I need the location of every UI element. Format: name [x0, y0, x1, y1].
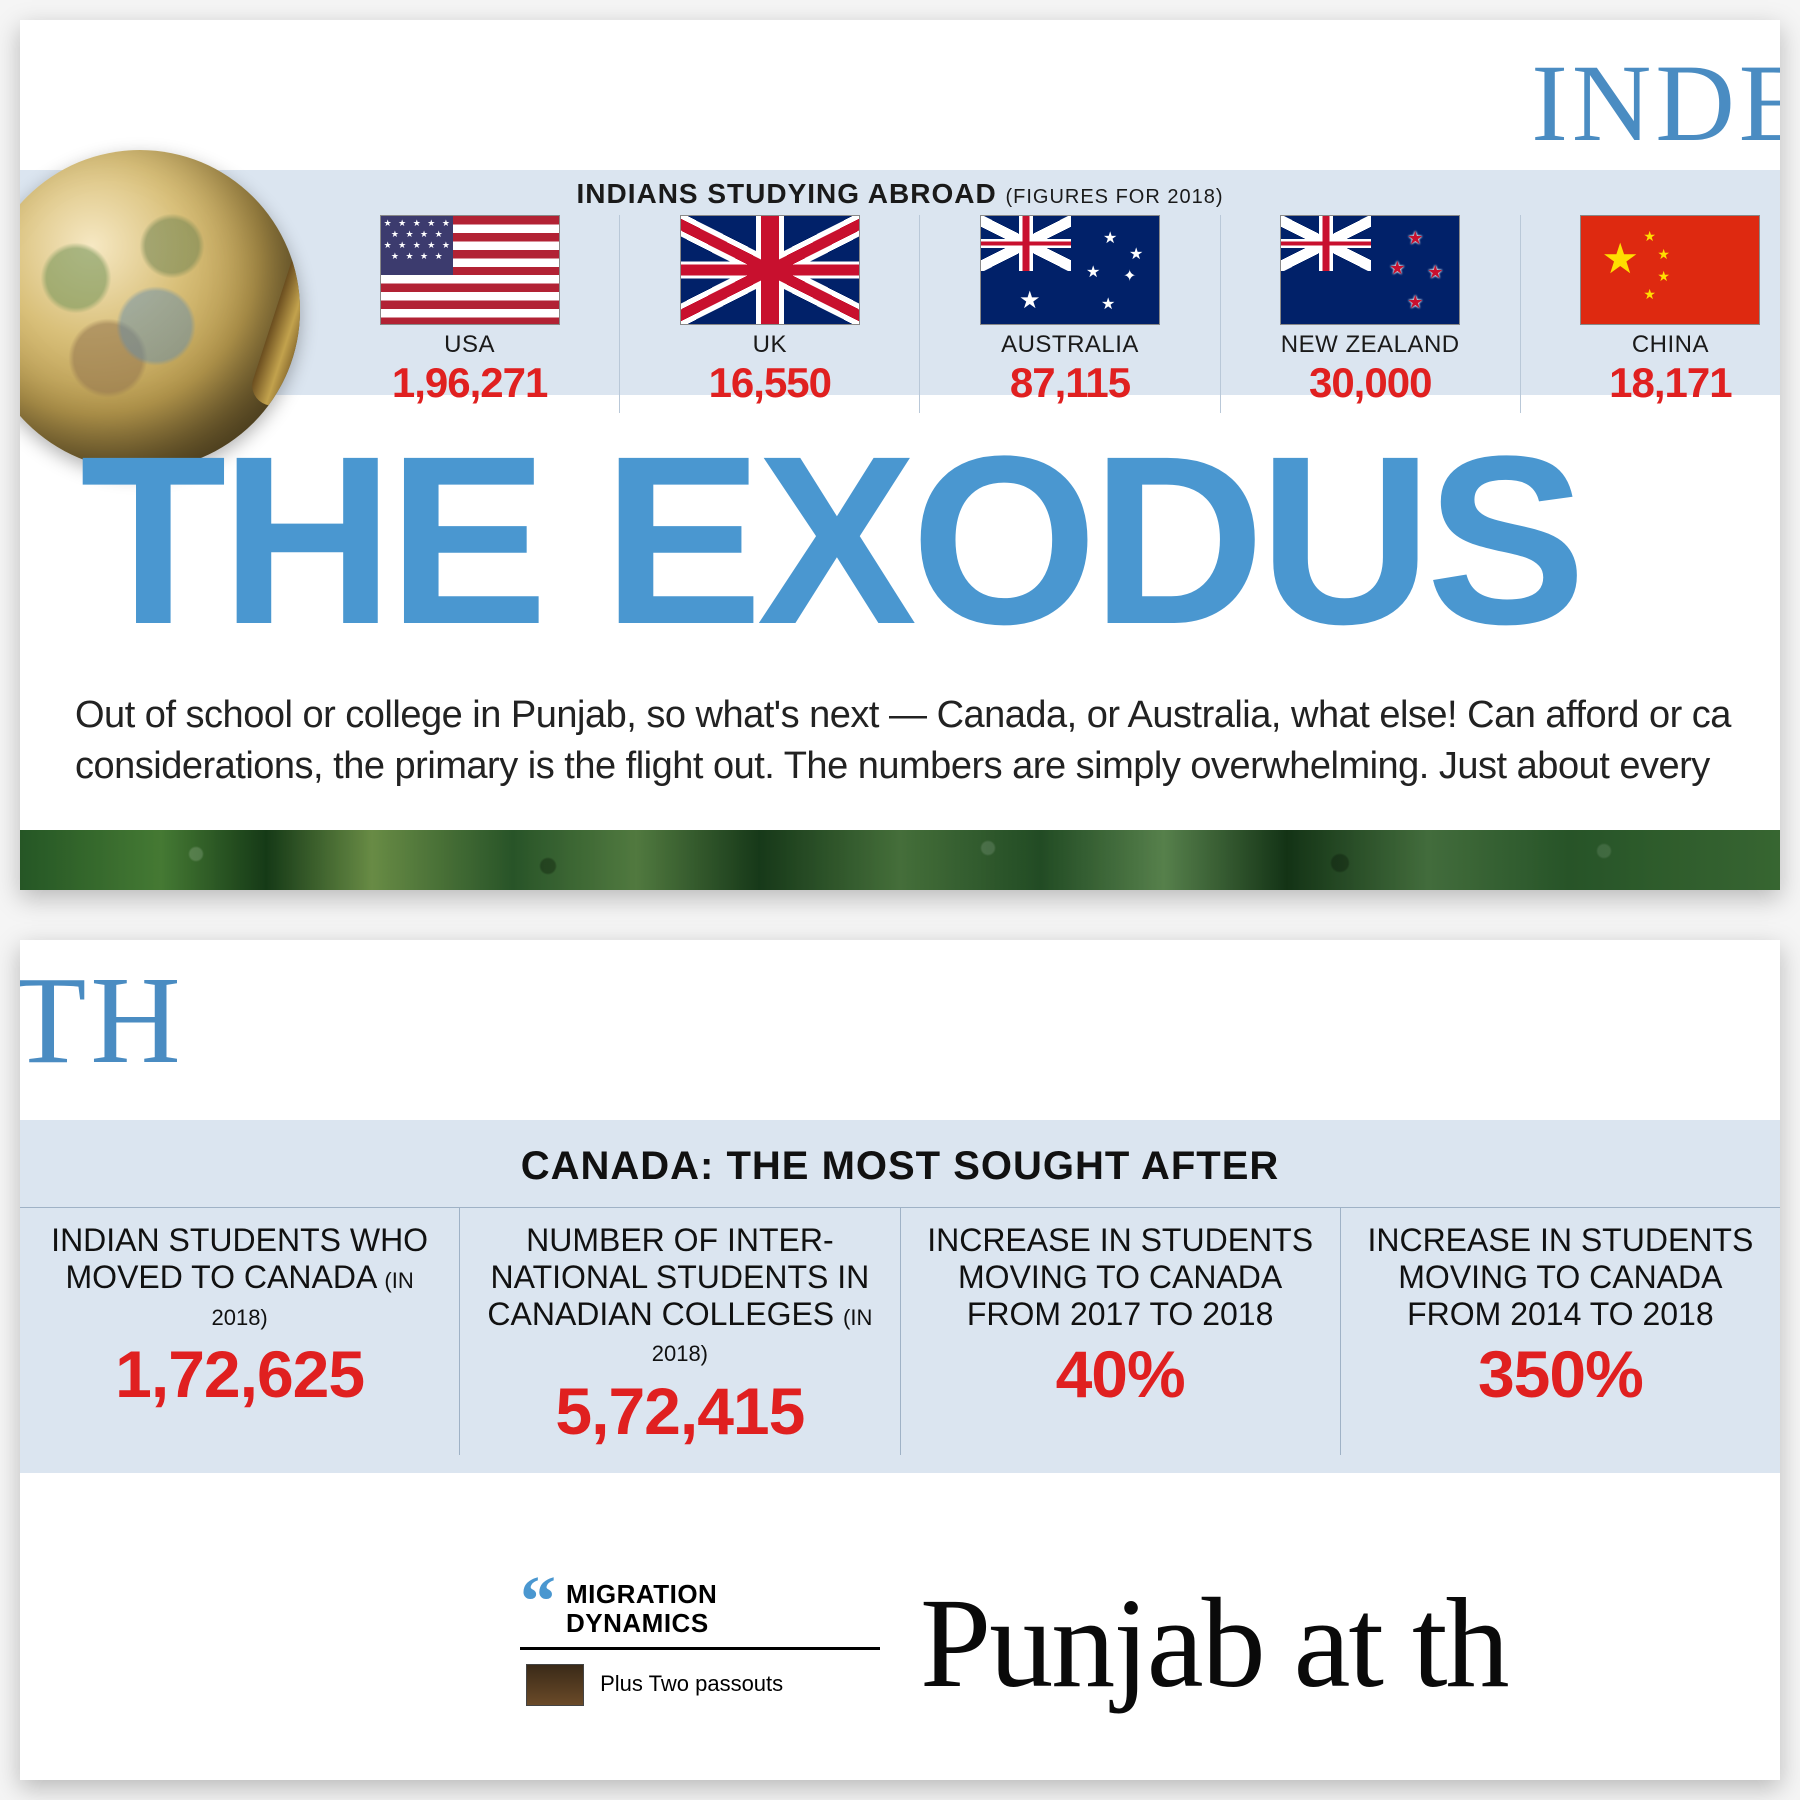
newspaper-clip-top: INDE INDIANS STUDYING ABROAD (FIGURES FO… — [20, 20, 1780, 890]
flag-value: 87,115 — [930, 359, 1209, 407]
flag-cell-aus: ★★★✦★★ AUSTRALIA87,115 — [919, 215, 1219, 413]
canada-stat-cell: INDIAN STUDENTS WHO MOVED TO CANADA (IN … — [20, 1208, 459, 1455]
flag-country-label: AUSTRALIA — [930, 331, 1209, 359]
migration-header: “ MIGRATION DYNAMICS — [520, 1580, 880, 1650]
flag-country-label: UK — [630, 331, 909, 359]
masthead-fragment-top: INDE — [1531, 40, 1780, 167]
migration-title-line2: DYNAMICS — [566, 1608, 709, 1638]
photo-strip — [20, 830, 1780, 890]
punjab-headline-fragment: Punjab at th — [920, 1570, 1780, 1717]
canada-stat-label: INDIAN STUDENTS WHO MOVED TO CANADA (IN … — [38, 1222, 441, 1332]
flag-cell-usa: USA1,96,271 — [320, 215, 619, 413]
author-thumbnail — [526, 1664, 584, 1706]
subhead-line-2: considerations, the primary is the fligh… — [75, 745, 1710, 787]
flag-icon-china: ★★★★★ — [1580, 215, 1760, 325]
flag-icon-aus: ★★★✦★★ — [980, 215, 1160, 325]
flag-cell-uk: UK16,550 — [619, 215, 919, 413]
canada-stat-cell: INCREASE IN STUDENTS MOVING TO CANADA FR… — [900, 1208, 1340, 1455]
flag-icon-uk — [680, 215, 860, 325]
flag-cell-china: ★★★★★ CHINA18,171 — [1520, 215, 1780, 413]
canada-stat-value: 1,72,625 — [38, 1336, 441, 1412]
canada-stat-label: INCREASE IN STUDENTS MOVING TO CANADA FR… — [1359, 1222, 1762, 1332]
masthead-fragment-bottom: TH — [20, 950, 185, 1093]
flag-icon-nz: ★★★★ — [1280, 215, 1460, 325]
migration-dynamics-box: “ MIGRATION DYNAMICS Plus Two passouts — [520, 1580, 880, 1706]
newspaper-clip-bottom: TH CANADA: THE MOST SOUGHT AFTER INDIAN … — [20, 940, 1780, 1780]
migration-subline: Plus Two passouts — [520, 1650, 880, 1706]
flag-value: 30,000 — [1231, 359, 1510, 407]
migration-sub-text: Plus Two passouts — [600, 1671, 783, 1696]
canada-stat-label: NUMBER OF INTER-NATIONAL STUDENTS IN CAN… — [478, 1222, 881, 1369]
flag-value: 18,171 — [1531, 359, 1780, 407]
flag-value: 1,96,271 — [330, 359, 609, 407]
flag-value: 16,550 — [630, 359, 909, 407]
flagbar-title-main: INDIANS STUDYING ABROAD — [576, 178, 996, 209]
canada-statistics-panel: CANADA: THE MOST SOUGHT AFTER INDIAN STU… — [20, 1120, 1780, 1473]
flagbar-title-sub: (FIGURES FOR 2018) — [1005, 186, 1223, 208]
quote-icon: “ — [520, 1580, 556, 1623]
subhead-line-1: Out of school or college in Punjab, so w… — [75, 694, 1731, 736]
canada-stats-row: INDIAN STUDENTS WHO MOVED TO CANADA (IN … — [20, 1207, 1780, 1455]
flag-cell-nz: ★★★★ NEW ZEALAND30,000 — [1220, 215, 1520, 413]
canada-stat-value: 350% — [1359, 1336, 1762, 1412]
sub-headline: Out of school or college in Punjab, so w… — [75, 690, 1780, 793]
canada-stat-value: 5,72,415 — [478, 1373, 881, 1449]
canada-stat-label: INCREASE IN STUDENTS MOVING TO CANADA FR… — [919, 1222, 1322, 1332]
flagbar-title: INDIANS STUDYING ABROAD (FIGURES FOR 201… — [20, 178, 1780, 210]
lower-content-strip: “ MIGRATION DYNAMICS Plus Two passouts P… — [20, 1580, 1780, 1780]
flag-country-label: USA — [330, 331, 609, 359]
canada-panel-title: CANADA: THE MOST SOUGHT AFTER — [20, 1120, 1780, 1207]
flags-row: USA1,96,271UK16,550★★★✦★★AUSTRALIA87,115… — [320, 215, 1780, 413]
canada-stat-value: 40% — [919, 1336, 1322, 1412]
flag-icon-usa — [380, 215, 560, 325]
flag-country-label: NEW ZEALAND — [1231, 331, 1510, 359]
main-headline: THE EXODUS — [80, 420, 1780, 660]
canada-stat-cell: INCREASE IN STUDENTS MOVING TO CANADA FR… — [1340, 1208, 1780, 1455]
migration-title: MIGRATION DYNAMICS — [566, 1580, 717, 1637]
migration-title-line1: MIGRATION — [566, 1579, 717, 1609]
canada-stat-cell: NUMBER OF INTER-NATIONAL STUDENTS IN CAN… — [459, 1208, 899, 1455]
flag-country-label: CHINA — [1531, 331, 1780, 359]
